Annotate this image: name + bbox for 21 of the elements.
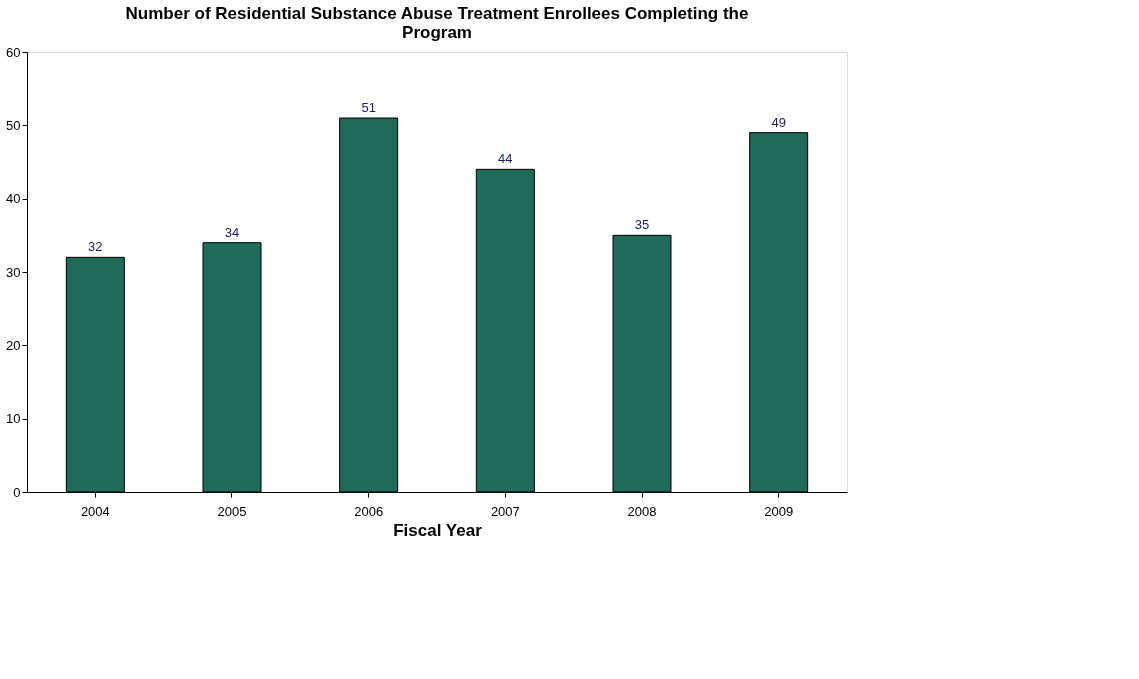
- x-tick-label: 2004: [80, 503, 110, 519]
- y-tick-label: 10: [6, 411, 21, 427]
- x-tick-label: 2008: [627, 503, 657, 519]
- y-tick-label: 20: [6, 337, 21, 353]
- data-label: 34: [224, 224, 240, 240]
- y-tick-label: 50: [6, 117, 21, 133]
- y-tick-label: 0: [13, 484, 21, 500]
- x-tick-label: 2009: [764, 503, 794, 519]
- data-label: 49: [771, 114, 786, 130]
- data-label: 35: [634, 217, 650, 233]
- y-tick-label: 40: [6, 191, 21, 207]
- data-label: 51: [361, 100, 376, 115]
- y-tick-label: 60: [6, 44, 21, 60]
- data-label: 32: [88, 239, 103, 255]
- chart-title: Number of Residential Substance Abuse Treatment Enrollees Completing the Program: [125, 4, 749, 42]
- data-label: 44: [498, 151, 513, 167]
- x-tick-label: 2005: [217, 503, 247, 519]
- x-tick-label: 2007: [490, 503, 520, 519]
- x-axis-title: Fiscal Year: [393, 520, 483, 540]
- y-tick-label: 30: [6, 264, 21, 280]
- x-tick-label: 2006: [354, 503, 384, 519]
